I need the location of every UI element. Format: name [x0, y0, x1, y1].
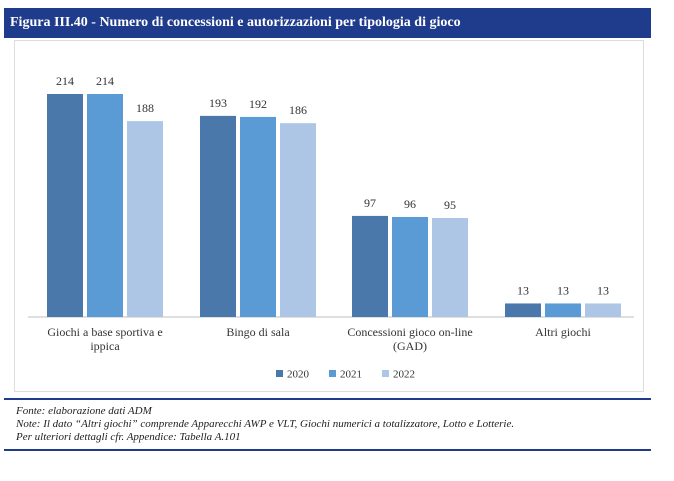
category-label-1-line-0: Bingo di sala — [226, 325, 290, 339]
data-label-2022-cat-3: 13 — [597, 283, 609, 297]
data-label-2021-cat-3: 13 — [557, 283, 569, 297]
bar-2021-cat-2 — [392, 216, 428, 317]
bar-2022-cat-3 — [585, 303, 621, 317]
legend-swatch-2021 — [329, 370, 336, 377]
note-appendix: Per ulteriori dettagli cfr. Appendice: T… — [16, 431, 241, 443]
legend-label-2022: 2022 — [393, 369, 415, 381]
data-label-2020-cat-0: 214 — [56, 74, 74, 88]
legend-swatch-2022 — [382, 370, 389, 377]
notes-top-rule — [4, 398, 651, 400]
category-label-0-line-0: Giochi a base sportiva e — [47, 325, 162, 339]
legend-swatch-2020 — [276, 370, 283, 377]
data-label-2021-cat-0: 214 — [96, 74, 114, 88]
data-label-2021-cat-1: 192 — [249, 97, 267, 111]
bar-2021-cat-3 — [545, 303, 581, 317]
bar-2020-cat-1 — [200, 115, 236, 317]
figure-title: Figura III.40 - Numero di concessioni e … — [4, 8, 651, 38]
data-label-2022-cat-0: 188 — [136, 101, 154, 115]
notes-bottom-rule — [4, 449, 651, 451]
note-source: Fonte: elaborazione dati ADM — [16, 405, 152, 417]
data-label-2020-cat-2: 97 — [364, 196, 376, 210]
bar-2020-cat-2 — [352, 215, 388, 317]
category-label-0-line-1: ippica — [90, 339, 120, 353]
data-label-2020-cat-1: 193 — [209, 96, 227, 110]
legend-label-2020: 2020 — [287, 369, 310, 381]
bar-2020-cat-3 — [505, 303, 541, 317]
bar-2021-cat-1 — [240, 116, 276, 317]
data-label-2021-cat-2: 96 — [404, 197, 416, 211]
bar-2022-cat-1 — [280, 123, 316, 317]
bar-2022-cat-0 — [127, 121, 163, 317]
legend-label-2021: 2021 — [340, 369, 362, 381]
note-other-games: Note: Il dato “Altri giochi” comprende A… — [16, 418, 515, 430]
category-label-3-line-0: Altri giochi — [535, 325, 591, 339]
bar-2022-cat-2 — [432, 218, 468, 317]
notes-block: Fonte: elaborazione dati ADM Note: Il da… — [16, 405, 646, 444]
data-label-2022-cat-2: 95 — [444, 198, 456, 212]
bar-2020-cat-0 — [47, 94, 83, 317]
category-label-2-line-0: Concessioni gioco on-line — [347, 325, 472, 339]
data-label-2022-cat-1: 186 — [289, 103, 307, 117]
category-label-2-line-1: (GAD) — [393, 339, 427, 353]
bar-2021-cat-0 — [87, 94, 123, 317]
data-label-2020-cat-3: 13 — [517, 283, 529, 297]
